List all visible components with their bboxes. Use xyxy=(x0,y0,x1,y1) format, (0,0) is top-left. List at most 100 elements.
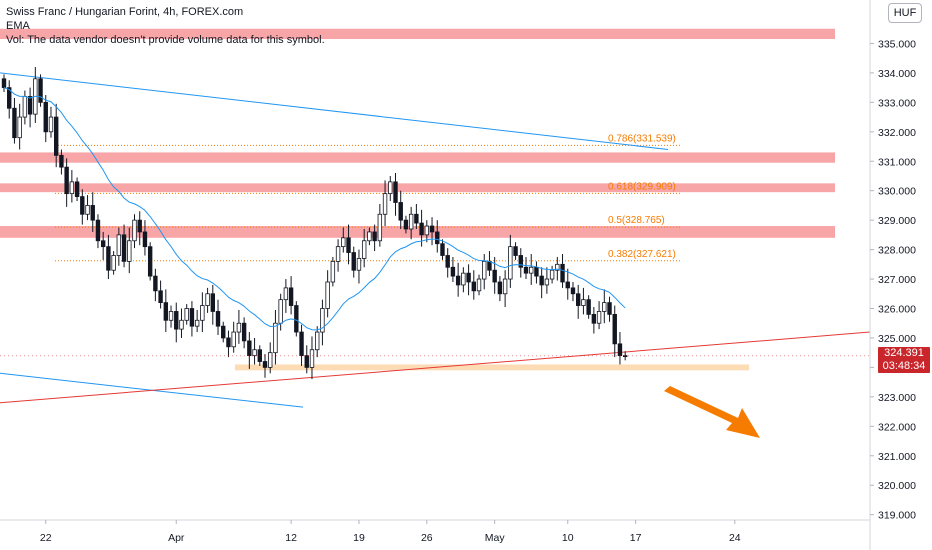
candle-body xyxy=(283,287,289,301)
ema-indicator-label[interactable]: EMA xyxy=(6,20,30,32)
price-tick-label: 329.000 xyxy=(878,215,916,227)
candle-body xyxy=(529,266,534,274)
candle-body xyxy=(241,322,247,342)
candle-body xyxy=(27,96,33,115)
candle-body xyxy=(393,181,398,203)
candle-body xyxy=(59,154,64,168)
candle-body xyxy=(372,231,377,242)
price-tick-label: 332.000 xyxy=(878,127,916,139)
price-tick-label: 328.000 xyxy=(878,245,916,257)
candle-body xyxy=(523,266,529,274)
candle-body xyxy=(54,116,59,156)
candle-body xyxy=(424,225,430,236)
candle-body xyxy=(194,319,200,327)
candle-body xyxy=(570,287,576,295)
candle-body xyxy=(252,349,257,357)
candle-body xyxy=(560,263,565,283)
candle-body xyxy=(398,202,403,221)
candle-body xyxy=(408,213,414,230)
time-tick-label: 24 xyxy=(729,532,741,544)
resistance-zone xyxy=(0,152,835,163)
candle-body xyxy=(513,246,518,256)
candle-body xyxy=(116,234,122,256)
price-tick-label: 335.000 xyxy=(878,38,916,50)
candle-body xyxy=(497,281,503,295)
fib-level-label: 0.382(327.621) xyxy=(608,249,676,260)
candle-body xyxy=(268,352,273,368)
candle-body xyxy=(622,355,628,358)
candle-body xyxy=(382,193,388,215)
candle-body xyxy=(278,299,283,324)
candle-body xyxy=(367,231,372,242)
price-tick-label: 333.000 xyxy=(878,97,916,109)
candle-body xyxy=(226,337,231,348)
price-tick-label: 320.000 xyxy=(878,480,916,492)
candle-body xyxy=(576,293,581,306)
candle-body xyxy=(299,331,304,357)
candle-body xyxy=(184,308,189,321)
symbol-title[interactable]: Swiss Franc / Hungarian Forint, 4h, FORE… xyxy=(6,6,244,18)
candle-body xyxy=(147,246,153,277)
candle-body xyxy=(356,258,362,271)
last-price-label: 324.391 03:48:34 xyxy=(878,347,930,373)
candle-body xyxy=(7,87,12,109)
candle-body xyxy=(137,219,142,233)
candle-body xyxy=(273,322,278,354)
candle-body xyxy=(330,260,336,283)
candle-body xyxy=(90,205,95,221)
candle-body xyxy=(607,302,612,315)
forecast-arrow xyxy=(664,386,760,438)
candle-body xyxy=(12,107,17,139)
ema-polyline xyxy=(3,87,626,331)
candle-body xyxy=(304,355,309,368)
price-tick-label: 334.000 xyxy=(878,68,916,80)
price-tick-label: 321.000 xyxy=(878,451,916,463)
time-tick-label: 26 xyxy=(421,532,433,544)
candle-body xyxy=(502,278,508,295)
candle-body xyxy=(215,311,221,327)
candle-body xyxy=(43,101,48,133)
candle-body xyxy=(450,266,456,277)
candle-body xyxy=(127,240,132,262)
candle-body xyxy=(69,181,75,195)
upper-trendline xyxy=(0,72,669,150)
candle-body xyxy=(142,231,148,248)
candle-body xyxy=(85,205,90,215)
candle-body xyxy=(247,340,252,357)
currency-badge[interactable]: HUF xyxy=(888,3,922,23)
candle-body xyxy=(314,331,320,351)
candle-body xyxy=(309,349,315,368)
candle-body xyxy=(106,246,111,271)
candle-body xyxy=(153,275,158,292)
candle-body xyxy=(74,181,80,197)
candle-body xyxy=(22,96,28,118)
candle-body xyxy=(555,263,560,271)
candle-body xyxy=(294,305,299,333)
candle-body xyxy=(64,166,69,195)
candle-body xyxy=(335,246,341,262)
candle-body xyxy=(445,255,450,268)
candle-body xyxy=(361,240,367,259)
candle-body xyxy=(48,116,54,133)
candle-body xyxy=(602,302,607,312)
candle-body xyxy=(111,255,116,271)
candle-body xyxy=(236,322,242,333)
candle-body xyxy=(539,275,544,286)
fib-level-label: 0.786(331.539) xyxy=(608,133,676,144)
chart-legend: Swiss Franc / Hungarian Forint, 4h, FORE… xyxy=(6,5,325,47)
candle-body xyxy=(341,237,346,248)
last-price-value: 324.391 xyxy=(884,347,924,359)
volume-indicator-label[interactable]: Vol: The data vendor doesn't provide vol… xyxy=(6,34,325,46)
candle-body xyxy=(80,196,85,215)
price-tick-label: 319.000 xyxy=(878,510,916,522)
candle-body xyxy=(544,278,550,286)
candle-body xyxy=(189,308,195,327)
candle-body xyxy=(377,213,383,242)
price-tick-label: 331.000 xyxy=(878,156,916,168)
candle-body xyxy=(596,311,602,324)
time-tick-label: 22 xyxy=(40,532,52,544)
candle-body xyxy=(179,319,184,330)
candle-body xyxy=(403,219,409,230)
